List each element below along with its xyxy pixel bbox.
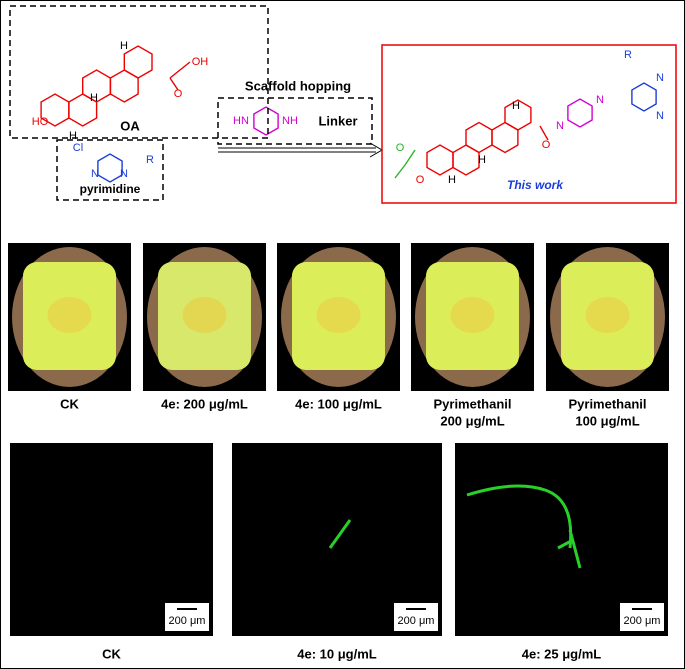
oa-label: OA [120, 118, 140, 133]
scale-label: 200 μm [169, 615, 206, 627]
atom: O [396, 142, 405, 154]
atom: HN [233, 115, 249, 127]
atom: Cl [73, 142, 83, 154]
ring [253, 106, 279, 136]
ring [97, 153, 123, 183]
atom: N [656, 110, 664, 122]
lesion [47, 297, 92, 333]
pyrimidine-box [56, 139, 164, 201]
atom: N [556, 120, 564, 132]
lesion [182, 297, 227, 333]
hypha [466, 484, 582, 569]
atom: O [416, 174, 425, 186]
product-box [381, 44, 677, 204]
oa-box [9, 5, 269, 139]
lesion [585, 297, 630, 333]
scale-bar-box [165, 603, 209, 631]
atom: H [69, 130, 77, 142]
caption: 4e: 200 μg/mL [161, 396, 248, 411]
lesion [316, 297, 361, 333]
atom: H [478, 154, 486, 166]
atom: N [596, 94, 604, 106]
atom: O [174, 88, 183, 100]
atom: N [656, 72, 664, 84]
caption: CK [60, 396, 79, 411]
caption: Pyrimethanil [433, 396, 511, 411]
caption: CK [102, 646, 121, 661]
atom: N [91, 168, 99, 180]
caption: 4e: 10 μg/mL [297, 646, 377, 661]
atom: OH [192, 56, 209, 68]
ring [504, 99, 532, 131]
caption: Pyrimethanil [568, 396, 646, 411]
atom: R [146, 154, 154, 166]
atom: N [120, 168, 128, 180]
atom: R [624, 49, 632, 61]
arrow-label: Scaffold hopping [245, 78, 351, 93]
caption: 100 μg/mL [575, 413, 639, 428]
caption: 200 μg/mL [440, 413, 504, 428]
ring [567, 98, 593, 128]
scale-label: 200 μm [398, 615, 435, 627]
atom: NH [282, 115, 298, 127]
pyrimidine-label: pyrimidine [80, 182, 141, 196]
panels: CK 4e: 200 μg/mL 4e: 100 μg/mL Pyrimethanil… [8, 243, 669, 661]
atom: H [448, 174, 456, 186]
scale-label: 200 μm [624, 615, 661, 627]
caption: 4e: 100 μg/mL [295, 396, 382, 411]
product-label: This work [507, 178, 564, 192]
scale-bar-box [620, 603, 664, 631]
caption: 4e: 25 μg/mL [522, 646, 602, 661]
ring [631, 82, 657, 112]
bond [394, 149, 416, 179]
atom: H [512, 100, 520, 112]
atom: O [542, 139, 551, 151]
structures [40, 45, 657, 183]
linker-label: Linker [318, 113, 357, 128]
atom: H [90, 92, 98, 104]
atom: HO [32, 116, 49, 128]
ring [123, 45, 153, 79]
lesion [450, 297, 495, 333]
hypha [328, 519, 352, 549]
bond [169, 61, 549, 141]
scale-bar-box [394, 603, 438, 631]
atom: H [120, 40, 128, 52]
